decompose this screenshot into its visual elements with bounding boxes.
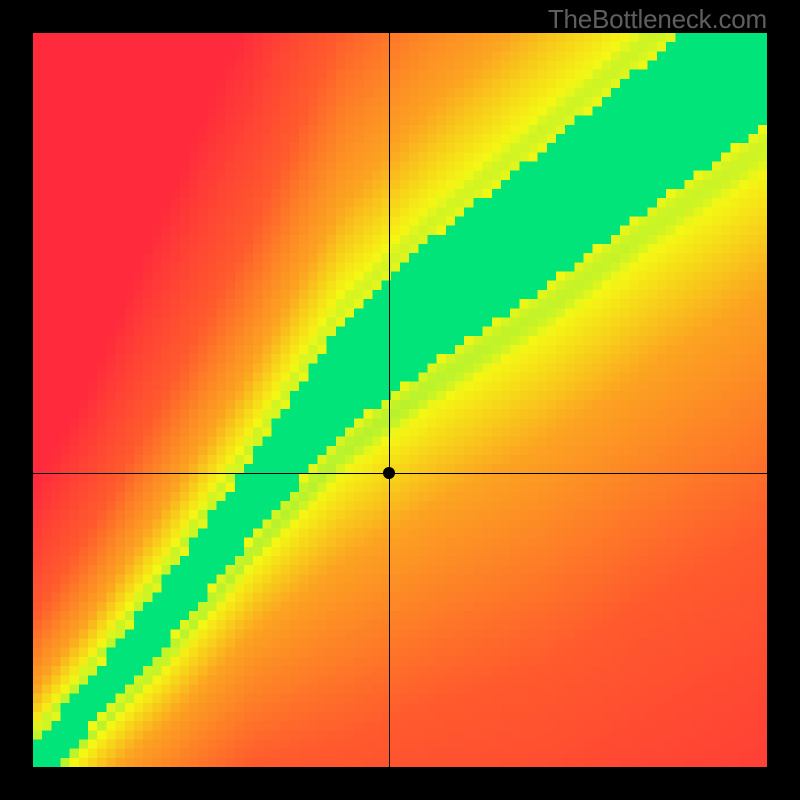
data-point-marker (383, 467, 395, 479)
bottleneck-heatmap (33, 33, 767, 767)
crosshair-horizontal (33, 473, 767, 474)
crosshair-vertical (389, 33, 390, 767)
watermark-text: TheBottleneck.com (548, 4, 767, 35)
